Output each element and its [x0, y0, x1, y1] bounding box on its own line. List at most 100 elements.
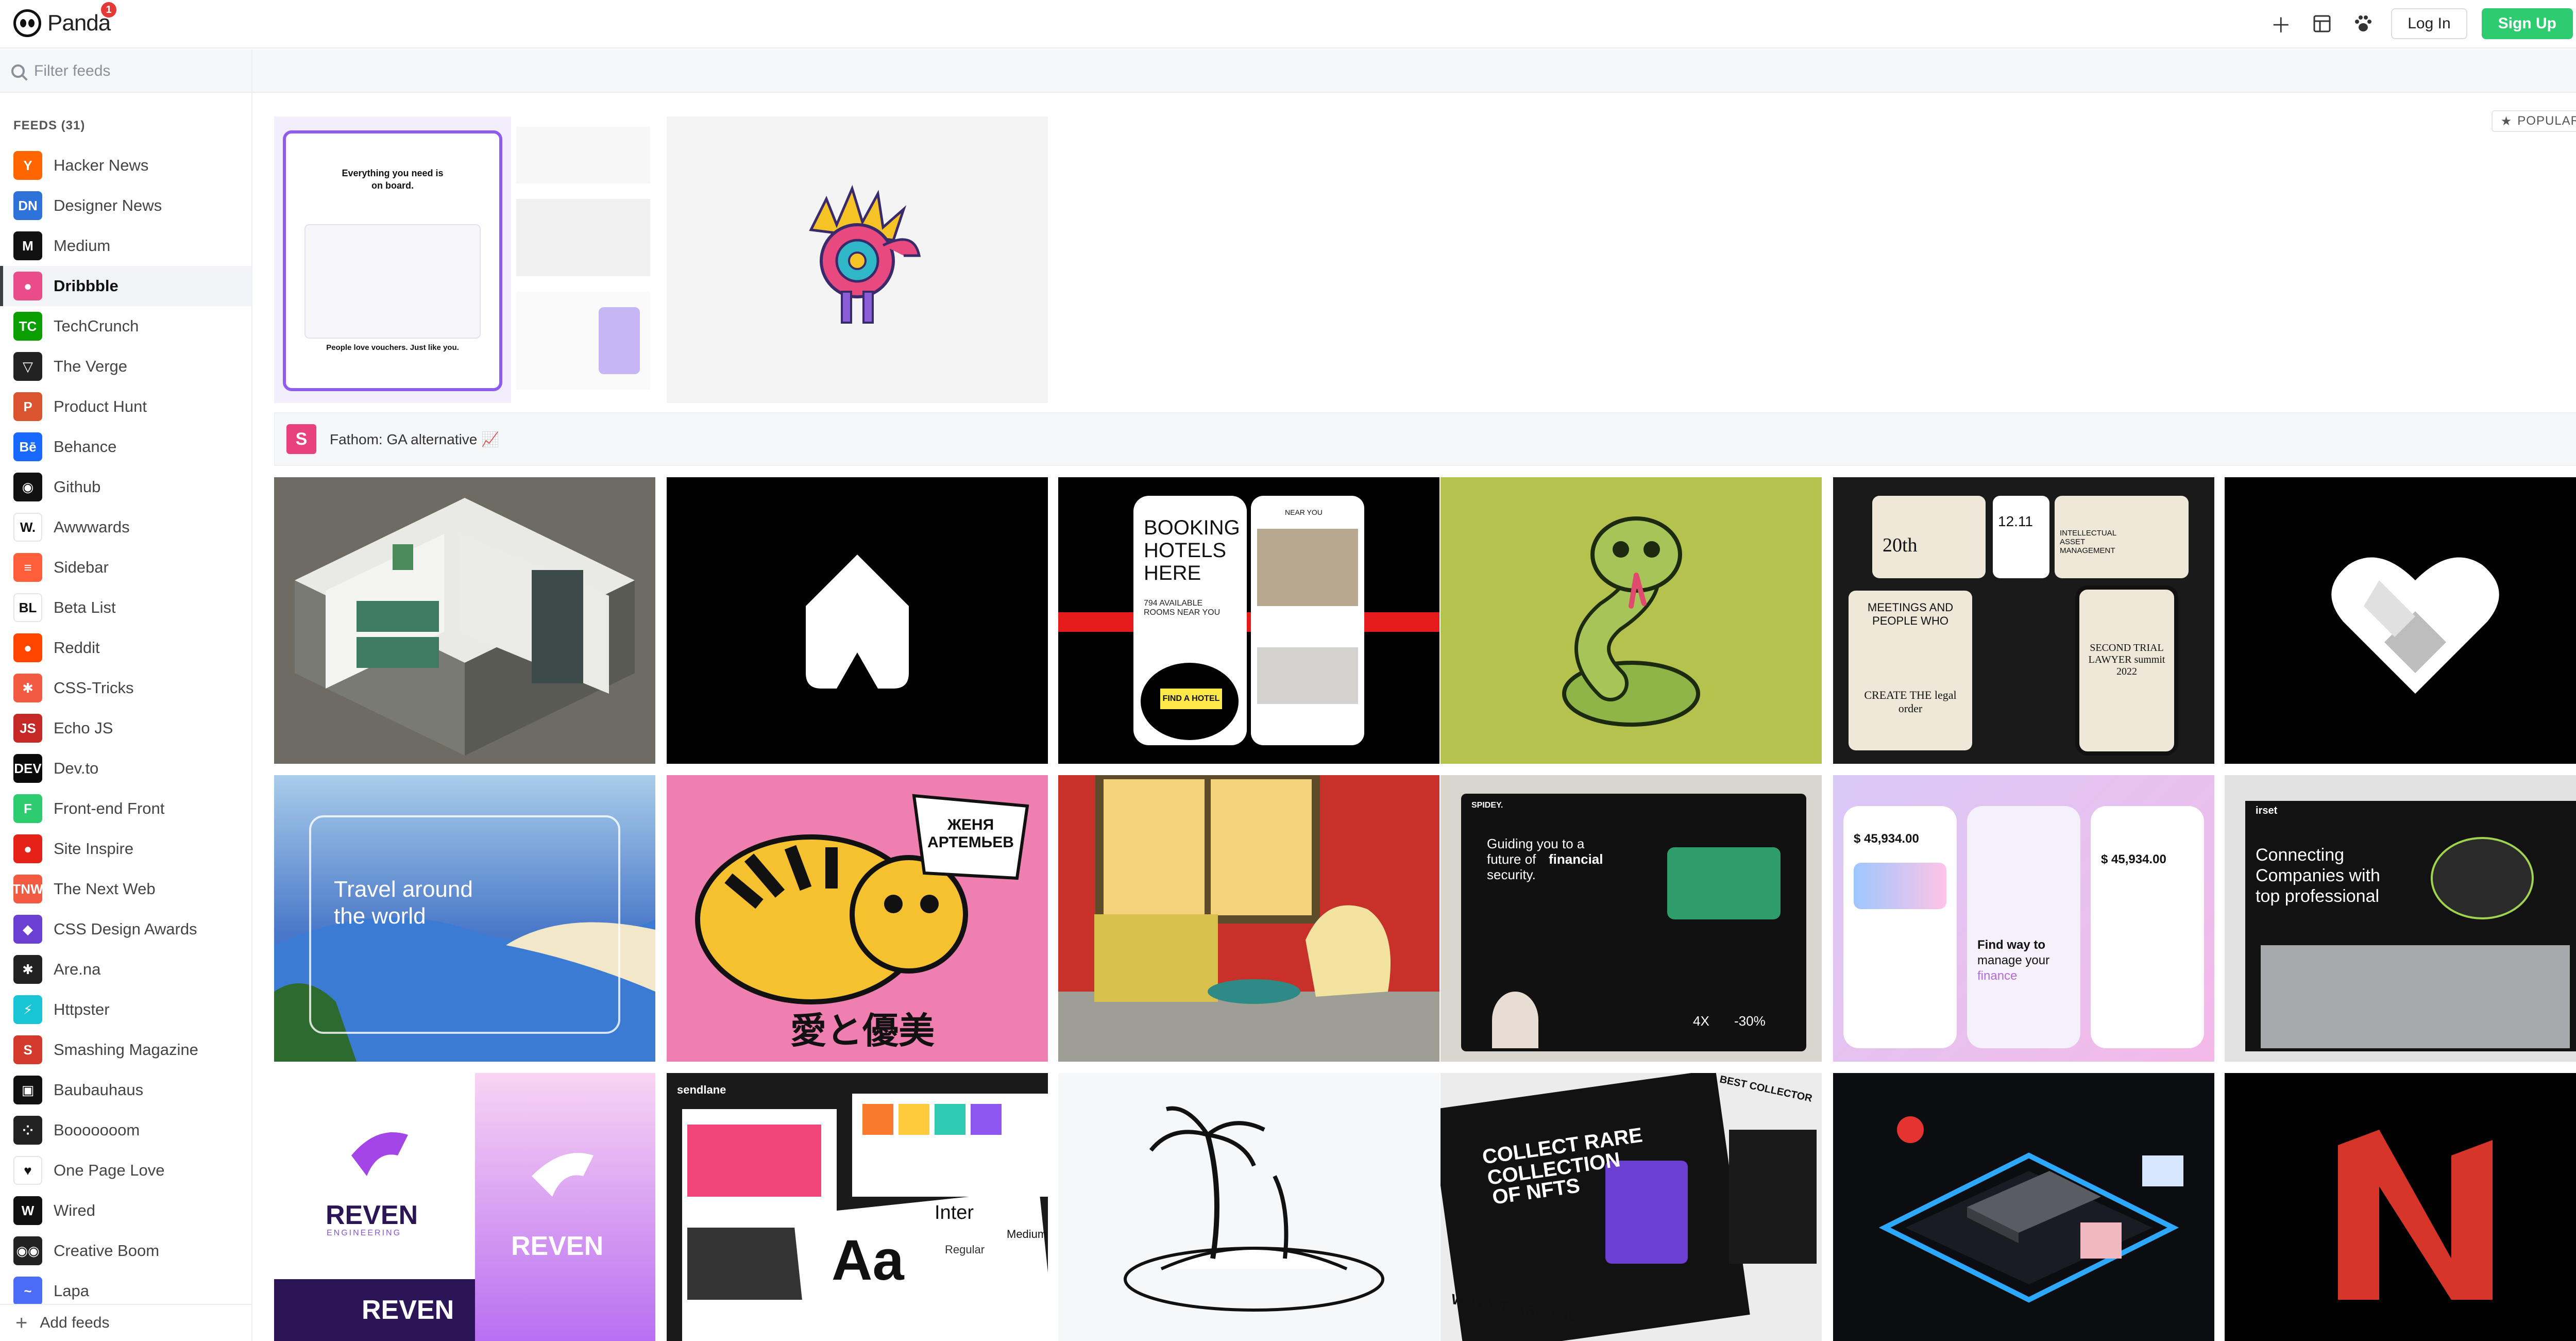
sidebar-item-the-verge[interactable]: ▽ The Verge [0, 346, 251, 387]
sidebar-item-label: Product Hunt [54, 397, 147, 415]
sidebar-item-label: The Verge [54, 357, 128, 375]
filter-feeds[interactable]: Filter feeds [11, 49, 110, 93]
shot-spidey-finance[interactable]: SPIDEY. Guiding you to a future of finan… [1440, 775, 1822, 1062]
feed-logo-icon: ~ [13, 1277, 42, 1305]
shot-tiger[interactable]: ЖЕНЯ АРТЕМЬЕВ 愛と優美 [667, 775, 1048, 1062]
popular-label: POPULAR [2517, 114, 2576, 128]
summit-asset: INTELLECTUAL ASSET MANAGEMENT [2060, 529, 2116, 555]
summit-date: 12.11 [1998, 513, 2033, 529]
shot-snake[interactable] [1440, 477, 1822, 764]
layout-icon[interactable] [2309, 10, 2335, 37]
sidebar-item-echo-js[interactable]: JS Echo JS [0, 708, 251, 748]
sidebar-item-the-next-web[interactable]: TNW The Next Web [0, 869, 251, 909]
shot-isometric-room[interactable] [274, 477, 655, 764]
shot-travel[interactable]: Travel around the world [274, 775, 655, 1062]
feed-logo-icon: P [13, 392, 42, 421]
sidebar-item-hacker-news[interactable]: Y Hacker News [0, 145, 251, 186]
sidebar-item-awwwards[interactable]: W. Awwwards [0, 507, 251, 547]
onboard-title-2: on board. [371, 180, 414, 191]
shot-neon-laptop[interactable] [1833, 1073, 2214, 1341]
feed-logo-icon: ● [13, 633, 42, 662]
shot-reven[interactable]: REVEN ENGINEERING REVEN REVEN [274, 1073, 655, 1341]
sidebar-item-httpster[interactable]: ⚡ Httpster [0, 990, 251, 1030]
add-icon[interactable]: ＋ [2270, 14, 2292, 37]
sendlane-brand: sendlane [677, 1083, 726, 1096]
spidey-l2: future of [1487, 851, 1536, 867]
sidebar-item-label: Beta List [54, 598, 116, 616]
sidebar-item-label: Reddit [54, 639, 100, 657]
sidebar-item-reddit[interactable]: ● Reddit [0, 628, 251, 668]
search-icon [11, 64, 25, 78]
sidebar-item-product-hunt[interactable]: P Product Hunt [0, 387, 251, 427]
sidebar-item-css-tricks[interactable]: ✱ CSS-Tricks [0, 668, 251, 708]
notification-badge[interactable]: 1 [101, 2, 116, 18]
feed-logo-icon: Bē [13, 432, 42, 461]
reven-title-2: REVEN [511, 1231, 604, 1261]
paw-icon[interactable] [2350, 10, 2377, 37]
sidebar-item-github[interactable]: ◉ Github [0, 467, 251, 507]
feed-logo-icon: S [13, 1035, 42, 1064]
sidebar-item-label: One Page Love [54, 1161, 165, 1179]
spidey-stat1: 4X [1693, 1013, 1709, 1029]
shot-law-summit[interactable]: 20th 12.11 INTELLECTUAL ASSET MANAGEMENT… [1833, 477, 2214, 764]
shot-sendlane[interactable]: sendlane Aa Inter Regular Medium [667, 1073, 1048, 1341]
feed-logo-icon: M [13, 231, 42, 260]
signup-button[interactable]: Sign Up [2481, 8, 2573, 39]
shot-white-arch-logo[interactable] [667, 477, 1048, 764]
shot-interior[interactable] [1058, 775, 1439, 1062]
brand[interactable]: Panda [13, 7, 111, 39]
sidebar-item-booooooom[interactable]: ⁘ Booooooom [0, 1110, 251, 1150]
feeds-title: FEEDS (31) [13, 119, 86, 132]
feed-logo-icon: TC [13, 312, 42, 341]
feed-logo-icon: BL [13, 593, 42, 622]
shot-finance-app[interactable]: $ 45,934.00 $ 45,934.00 Find way to mana… [1833, 775, 2214, 1062]
sidebar-item-wired[interactable]: W Wired [0, 1191, 251, 1231]
booking-sub: 794 AVAILABLE ROOMS NEAR YOU [1144, 599, 1221, 617]
plus-icon: + [15, 1311, 28, 1334]
sidebar-item-label: Site Inspire [54, 840, 134, 858]
shot-bird-logo[interactable] [667, 116, 1048, 403]
popular-button[interactable]: ★ POPULAR [2491, 110, 2576, 132]
sidebar-item-site-inspire[interactable]: ● Site Inspire [0, 829, 251, 869]
shot-nft[interactable]: COLLECT RARE COLLECTION OF NFTS WHY WE A… [1440, 1073, 1822, 1341]
feed-logo-icon: ⁘ [13, 1116, 42, 1145]
sidebar-item-behance[interactable]: Bē Behance [0, 427, 251, 467]
sidebar-item-front-end-front[interactable]: F Front-end Front [0, 789, 251, 829]
feed-logo-icon: ▽ [13, 352, 42, 381]
shot-booking-hotels[interactable]: BOOKING HOTELS HERE 794 AVAILABLE ROOMS … [1058, 477, 1439, 764]
sidebar-item-medium[interactable]: M Medium [0, 226, 251, 266]
filter-input[interactable]: Filter feeds [34, 62, 111, 79]
sidebar-item-sidebar[interactable]: ≡ Sidebar [0, 547, 251, 588]
sidebar-item-one-page-love[interactable]: ♥ One Page Love [0, 1150, 251, 1191]
sidebar-item-beta-list[interactable]: BL Beta List [0, 588, 251, 628]
sidebar-item-lapa[interactable]: ~ Lapa [0, 1271, 251, 1311]
sidebar-item-are-na[interactable]: ✱ Are.na [0, 949, 251, 990]
sidebar-item-creative-boom[interactable]: ◉◉ Creative Boom [0, 1231, 251, 1271]
login-button[interactable]: Log In [2391, 8, 2467, 39]
sidebar-item-baubauhaus[interactable]: ▣ Baubauhaus [0, 1070, 251, 1110]
sidebar-item-label: Smashing Magazine [54, 1041, 198, 1059]
sidebar-item-designer-news[interactable]: DN Designer News [0, 186, 251, 226]
shot-island[interactable] [1058, 1073, 1439, 1341]
shot-onboarding[interactable]: Everything you need is on board. People … [274, 116, 655, 403]
shot-irset[interactable]: irset Connecting Companies with top prof… [2225, 775, 2576, 1062]
sponsored-ad[interactable]: S Fathom: GA alternative 📈 [274, 412, 2576, 466]
sidebar-item-label: Behance [54, 438, 117, 456]
sidebar-item-label: Booooooom [54, 1121, 140, 1139]
irset-l2: Companies with [2256, 866, 2380, 885]
tiger-caption: ЖЕНЯ АРТЕМЬЕВ [927, 816, 1014, 851]
sidebar-item-techcrunch[interactable]: TC TechCrunch [0, 306, 251, 346]
add-feeds-button[interactable]: + Add feeds [0, 1304, 251, 1341]
shot-heart-logo[interactable] [2225, 477, 2576, 764]
onboard-title-3: People love vouchers. Just like you. [326, 343, 459, 352]
booking-l2: HOTELS [1144, 539, 1227, 562]
sidebar-item-dev-to[interactable]: DEV Dev.to [0, 748, 251, 789]
sidebar-item-dribbble[interactable]: ● Dribbble [0, 266, 251, 306]
reven-sub-1: ENGINEERING [327, 1229, 402, 1237]
sidebar-item-smashing-magazine[interactable]: S Smashing Magazine [0, 1030, 251, 1070]
finance-t2: manage your [1977, 953, 2050, 967]
sidebar-item-label: TechCrunch [54, 317, 139, 335]
reven-title-1: REVEN [326, 1200, 418, 1230]
sidebar-item-css-design-awards[interactable]: ◆ CSS Design Awards [0, 909, 251, 949]
shot-n-logo[interactable] [2225, 1073, 2576, 1341]
